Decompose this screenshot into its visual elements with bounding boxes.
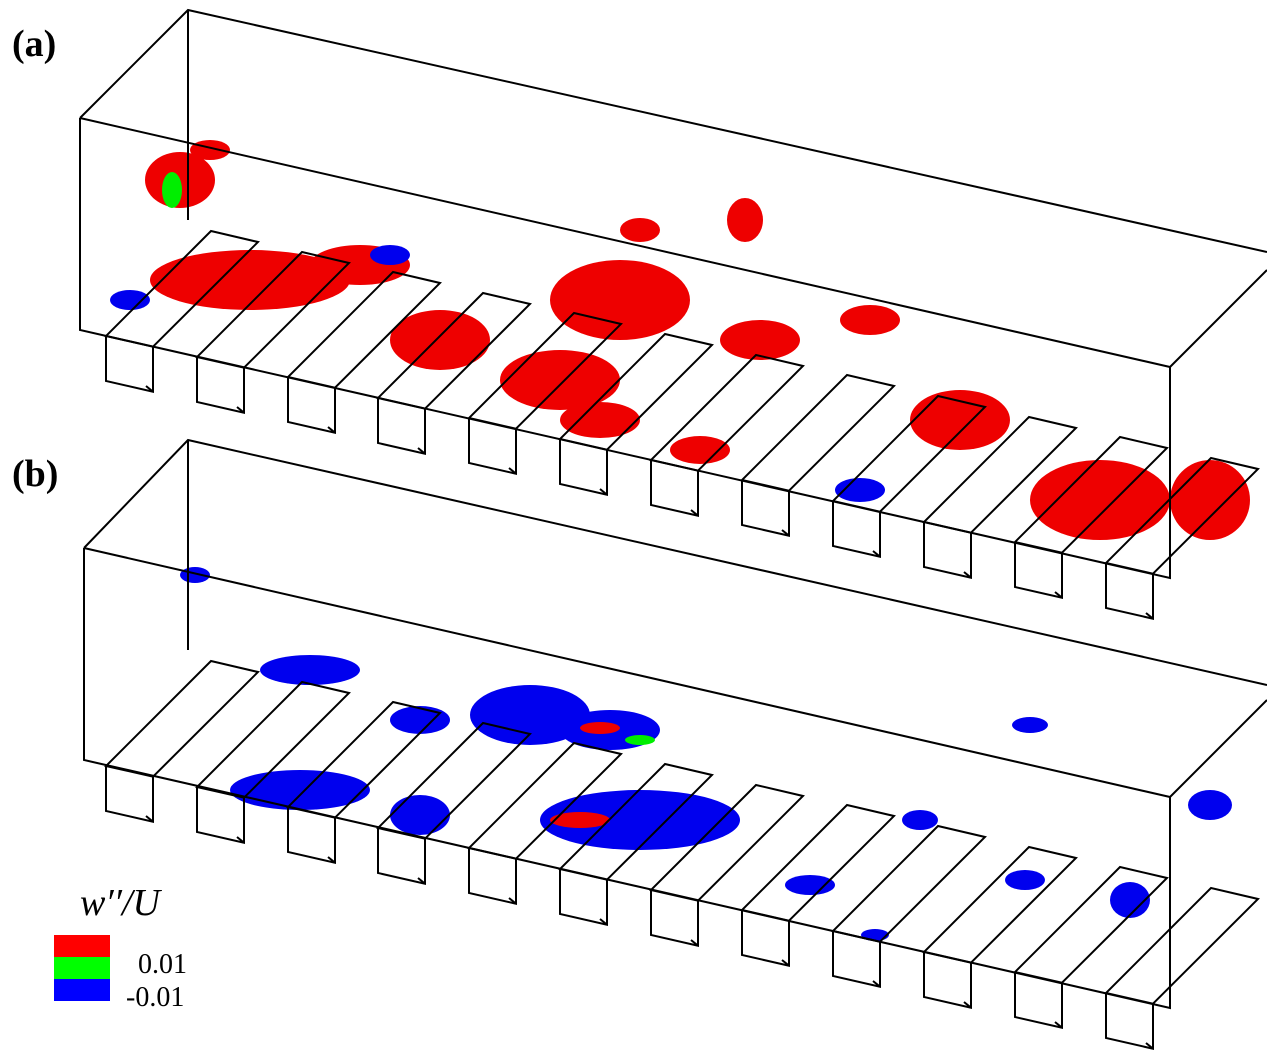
blob: [835, 478, 885, 502]
blob: [840, 305, 900, 335]
panel-label: (a): [12, 23, 56, 65]
page: (a) (b) w′′/U 0.01 -0.01 (() => { con: [0, 0, 1267, 1051]
blob: [390, 706, 450, 734]
legend-label: -0.01: [126, 982, 184, 1013]
blob: [910, 390, 1010, 450]
cavity: [833, 826, 985, 987]
blob: [1170, 460, 1250, 540]
blob: [785, 875, 835, 895]
legend-swatch: [54, 979, 110, 1001]
cavity: [197, 682, 349, 843]
isosurfaces: [110, 140, 1250, 540]
blob: [550, 260, 690, 340]
cavity: [924, 847, 1076, 1008]
blob: [260, 655, 360, 685]
cavity: [106, 661, 258, 822]
legend-title: w′′/U: [80, 882, 163, 924]
blob: [620, 218, 660, 242]
isosurfaces: [180, 567, 1232, 941]
blob: [500, 350, 620, 410]
cavity: [742, 375, 894, 536]
blob: [727, 198, 763, 242]
legend-label: 0.01: [138, 949, 187, 980]
figure: (a) (b) w′′/U 0.01 -0.01: [0, 0, 1267, 1051]
blob: [1188, 790, 1232, 820]
blob: [1012, 717, 1048, 733]
blob: [1030, 460, 1170, 540]
blob: [110, 290, 150, 310]
blob: [625, 735, 655, 745]
legend-swatch: [54, 935, 110, 957]
blob: [1005, 870, 1045, 890]
cavity: [651, 355, 803, 516]
panel-a: (a): [12, 10, 1267, 619]
blob: [370, 245, 410, 265]
blob: [580, 722, 620, 734]
legend-swatch: [54, 957, 110, 979]
blob: [902, 810, 938, 830]
blob: [390, 795, 450, 835]
legend: w′′/U 0.01 -0.01: [54, 882, 187, 1013]
blob: [670, 436, 730, 464]
blob: [720, 320, 800, 360]
cavities: [106, 661, 1258, 1049]
blob: [560, 402, 640, 438]
blob: [550, 812, 610, 828]
panel-label: (b): [12, 453, 58, 495]
blob: [162, 172, 182, 208]
